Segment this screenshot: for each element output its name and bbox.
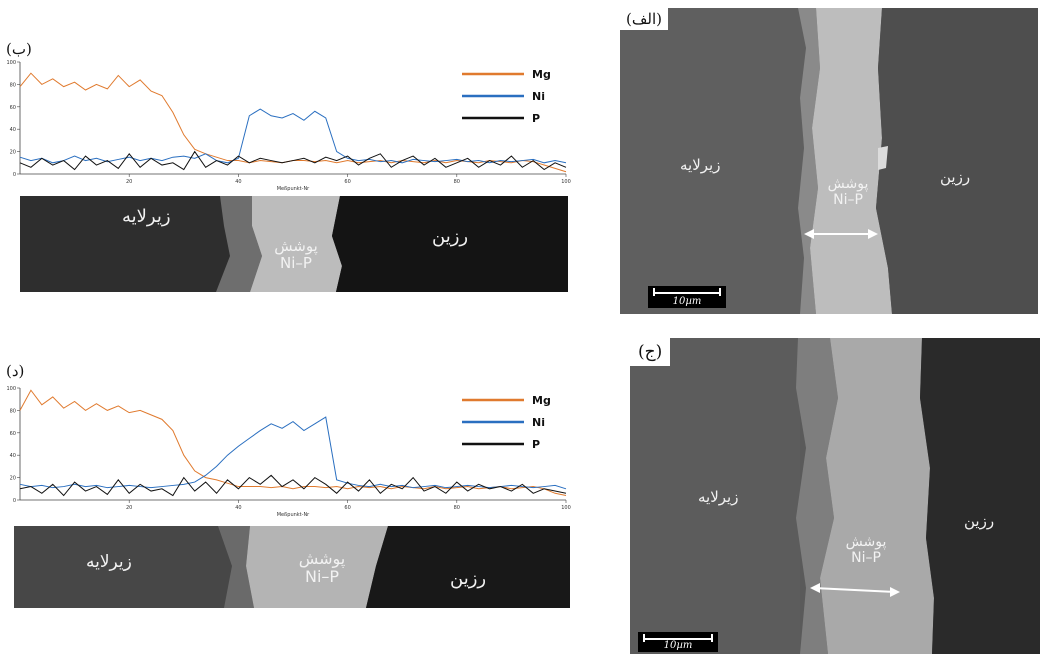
thickness-arrow-c	[810, 583, 900, 597]
sem-texture-c	[630, 338, 1040, 654]
legend-label-mg: Mg	[532, 394, 551, 407]
sem-strip-texture-d	[14, 526, 570, 608]
coating-label-d-line2: Ni–P	[304, 567, 340, 586]
scale-bar-c: 10µm	[638, 632, 718, 652]
line-scan-chart-b: 0 20 40 60 80 100 20 40 60 80 100 Meßpunkt-Nr Mg Ni P	[6, 58, 572, 192]
y-tick-label: 0	[13, 172, 16, 178]
y-tick-label: 60	[10, 431, 16, 437]
legend-label-p: P	[532, 112, 540, 125]
resin-label-a: رزین	[940, 168, 971, 186]
line-scan-svg-d: 0 20 40 60 80 100 20 40 60 80 100 Meßpunkt-Nr Mg Ni P	[6, 386, 571, 518]
substrate-label-d: زیرلایه	[86, 552, 132, 572]
scale-bar-a-text: 10µm	[672, 296, 702, 307]
y-tick-label: 100	[6, 386, 16, 392]
sem-strip-texture-b	[20, 196, 568, 292]
x-tick-label: 40	[235, 179, 241, 185]
series-line-ni	[19, 108, 567, 164]
coating-label-c-line1: پوشش	[845, 534, 887, 550]
x-axis-label: Meßpunkt-Nr	[277, 512, 310, 518]
x-tick-label: 60	[344, 505, 350, 511]
coating-label-c-line2: Ni–P	[851, 550, 881, 566]
series-line-mg	[19, 72, 567, 173]
y-tick-label: 80	[10, 82, 16, 88]
coating-label-a: پوشش Ni–P	[818, 176, 878, 208]
x-tick-label: 100	[561, 505, 571, 511]
coating-label-c: پوشش Ni–P	[836, 534, 896, 566]
coating-label-b-line1: پوشش	[274, 237, 318, 255]
y-tick-label: 40	[10, 453, 16, 459]
x-tick-label: 20	[126, 179, 132, 185]
x-tick-label: 40	[235, 505, 241, 511]
legend-label-p: P	[532, 438, 540, 451]
panel-label-d: (د)	[6, 362, 25, 380]
sem-strip-d: زیرلایه پوشش Ni–P رزین	[14, 526, 570, 608]
coating-label-b-line2: Ni–P	[280, 254, 312, 272]
y-tick-label: 80	[10, 408, 16, 414]
line-scan-svg-b: 0 20 40 60 80 100 20 40 60 80 100 Meßpunkt-Nr Mg Ni P	[6, 60, 571, 192]
scale-bar-a: 10µm	[648, 286, 726, 308]
substrate-label-a: زیرلایه	[680, 156, 721, 174]
legend-label-ni: Ni	[532, 90, 545, 103]
sem-image-a: (الف) زیرلایه پوشش Ni–P رزین 10µm	[620, 8, 1038, 314]
coating-label-b: پوشش Ni–P	[256, 238, 336, 272]
sem-image-c: (ج) زیرلایه پوشش Ni–P رزین 10µm	[630, 338, 1040, 654]
scale-bar-c-text: 10µm	[663, 640, 693, 651]
x-tick-label: 80	[454, 505, 460, 511]
resin-label-d: رزین	[450, 568, 487, 589]
series-line-mg	[19, 389, 567, 497]
resin-label-c: رزین	[964, 512, 995, 530]
coating-label-d-line1: پوشش	[298, 549, 346, 568]
series-line-p	[19, 150, 567, 171]
series-line-p	[19, 474, 567, 497]
y-tick-label: 40	[10, 127, 16, 133]
x-tick-label: 100	[561, 179, 571, 185]
legend-label-ni: Ni	[532, 416, 545, 429]
y-tick-label: 60	[10, 105, 16, 111]
sem-texture-a	[620, 8, 1038, 314]
series-line-ni	[19, 416, 567, 490]
legend-label-mg: Mg	[532, 68, 551, 81]
x-tick-label: 20	[126, 505, 132, 511]
x-axis-label: Meßpunkt-Nr	[277, 186, 310, 192]
resin-label-b: رزین	[432, 226, 469, 247]
y-tick-label: 100	[6, 60, 16, 66]
substrate-label-b: زیرلایه	[122, 206, 171, 227]
thickness-arrow-a	[804, 229, 878, 239]
x-tick-label: 80	[454, 179, 460, 185]
coating-label-d: پوشش Ni–P	[280, 550, 364, 586]
y-tick-label: 20	[10, 150, 16, 156]
panel-label-b: (ب)	[6, 40, 32, 58]
coating-label-a-line1: پوشش	[827, 176, 869, 192]
panel-label-a: (الف)	[620, 8, 668, 30]
line-scan-chart-d: 0 20 40 60 80 100 20 40 60 80 100 Meßpunkt-Nr Mg Ni P	[6, 384, 572, 518]
y-tick-label: 20	[10, 476, 16, 482]
x-tick-label: 60	[344, 179, 350, 185]
y-tick-label: 0	[13, 498, 16, 504]
panel-label-c: (ج)	[630, 338, 671, 366]
substrate-label-c: زیرلایه	[698, 488, 739, 506]
sem-strip-b: زیرلایه پوشش Ni–P رزین	[20, 196, 568, 292]
coating-label-a-line2: Ni–P	[833, 192, 863, 208]
